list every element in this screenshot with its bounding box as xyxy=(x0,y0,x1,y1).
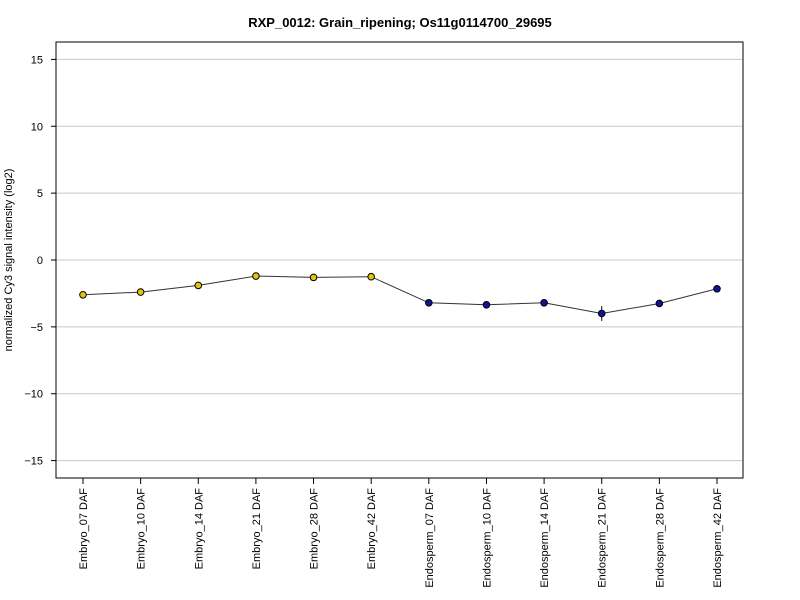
x-tick-label: Embryo_10 DAF xyxy=(136,488,148,570)
x-tick-label: Endosperm_10 DAF xyxy=(481,488,493,588)
x-tick-label: Embryo_07 DAF xyxy=(78,488,90,570)
series-line xyxy=(82,275,718,315)
x-tick-label: Embryo_28 DAF xyxy=(309,488,321,570)
grid-lines xyxy=(56,58,743,462)
x-tick-label: Endosperm_21 DAF xyxy=(597,488,609,588)
x-tick-label: Embryo_14 DAF xyxy=(193,488,205,570)
data-point xyxy=(194,281,203,290)
x-tick-label: Endosperm_07 DAF xyxy=(424,488,436,588)
data-point xyxy=(367,272,375,281)
plot-area xyxy=(79,272,721,321)
data-point xyxy=(136,288,145,296)
x-axis: Embryo_07 DAF Embryo_10 DAF Embryo_14 DAF E… xyxy=(78,478,724,588)
data-point xyxy=(597,309,606,318)
y-tick-label: −15 xyxy=(24,456,43,468)
data-point xyxy=(482,301,491,309)
data-point xyxy=(252,272,260,280)
y-tick-label: 5 xyxy=(37,188,43,200)
data-point xyxy=(309,273,318,282)
x-tick-label: Embryo_42 DAF xyxy=(366,488,378,570)
chart-title: RXP_0012: Grain_ripening; Os11g0114700_2… xyxy=(248,15,552,30)
data-point xyxy=(79,290,87,299)
x-tick-label: Endosperm_14 DAF xyxy=(539,488,551,588)
data-point xyxy=(713,284,721,293)
y-tick-label: 15 xyxy=(31,54,43,66)
data-point xyxy=(655,299,664,308)
y-axis-label: normalized Cy3 signal intensity (log2) xyxy=(3,169,15,352)
y-tick-label: 0 xyxy=(37,255,43,267)
data-point xyxy=(540,298,548,307)
x-tick-label: Endosperm_42 DAF xyxy=(712,488,724,588)
x-tick-label: Endosperm_28 DAF xyxy=(654,488,666,588)
y-tick-label: −5 xyxy=(30,322,43,334)
y-tick-label: −10 xyxy=(24,389,43,401)
y-tick-label: 10 xyxy=(31,121,43,133)
y-axis: −15 −10 −5 0 5 10 15 xyxy=(24,54,56,468)
x-tick-label: Embryo_21 DAF xyxy=(251,488,263,570)
data-point xyxy=(425,298,433,307)
